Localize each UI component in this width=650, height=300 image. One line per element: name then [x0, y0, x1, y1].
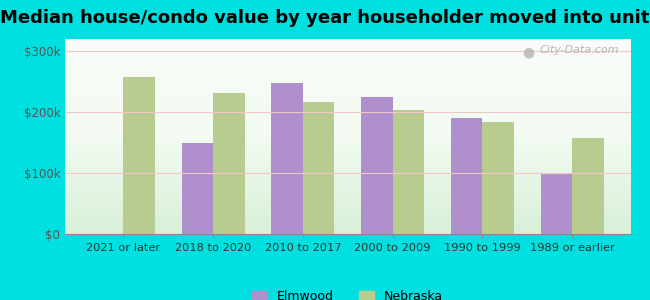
Bar	[393, 110, 424, 234]
Bar	[272, 83, 303, 234]
Bar	[572, 138, 604, 234]
Text: Median house/condo value by year householder moved into unit: Median house/condo value by year househo…	[0, 9, 650, 27]
Bar	[182, 142, 213, 234]
Bar	[213, 93, 244, 234]
Bar	[451, 118, 482, 234]
Text: ●: ●	[522, 45, 534, 59]
Text: City-Data.com: City-Data.com	[540, 45, 619, 55]
Legend: Elmwood, Nebraska: Elmwood, Nebraska	[246, 284, 450, 300]
Bar	[303, 102, 334, 234]
Bar	[361, 97, 393, 234]
Bar	[124, 77, 155, 234]
Bar	[541, 173, 572, 234]
Bar	[482, 122, 514, 234]
